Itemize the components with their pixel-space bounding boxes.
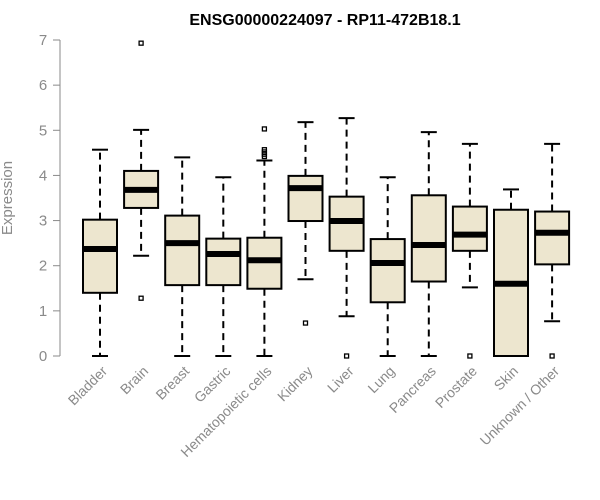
outlier-point (138, 40, 144, 46)
x-tick-label: Liver (324, 363, 357, 396)
x-tick-label: Brain (117, 363, 151, 397)
box-group (451, 142, 488, 359)
outlier-point (343, 353, 350, 359)
box-iqr (410, 194, 447, 283)
box-group (328, 117, 365, 359)
box-group (534, 142, 571, 359)
chart-title: ENSG00000224097 - RP11-472B18.1 (189, 12, 460, 29)
y-tick-label: 3 (39, 213, 47, 230)
x-tick-label: Breast (152, 363, 192, 403)
box-group (287, 121, 324, 326)
y-axis: 0 1 2 3 4 5 6 7 (39, 32, 61, 365)
outlier-point (549, 353, 555, 359)
box-group (82, 148, 118, 357)
y-tick-label: 0 (39, 348, 47, 365)
box-group (205, 176, 242, 357)
outlier-point (261, 126, 268, 132)
x-tick-label: Skin (491, 363, 522, 394)
box-group (164, 156, 201, 357)
box-iqr (205, 237, 242, 287)
y-tick-label: 6 (39, 77, 47, 94)
box-iqr (451, 205, 488, 252)
box-group (493, 188, 529, 357)
y-tick-label: 1 (39, 303, 47, 320)
outlier-point (302, 320, 309, 326)
box-group (410, 131, 447, 357)
outlier-point (467, 353, 473, 359)
x-tick-label: Lung (364, 363, 397, 396)
y-tick-label: 2 (39, 258, 47, 275)
outlier-point (261, 147, 268, 153)
y-tick-label: 4 (39, 167, 47, 184)
box-iqr (369, 238, 406, 304)
box-iqr (82, 218, 118, 294)
plot-area (82, 40, 571, 359)
x-tick-label: Bladder (65, 363, 111, 409)
y-tick-label: 7 (39, 32, 47, 49)
x-tick-label: Kidney (274, 363, 316, 405)
box-group (369, 176, 406, 357)
box-group (123, 40, 160, 301)
box-iqr (287, 174, 324, 223)
y-axis-label: Expression (0, 161, 16, 235)
outlier-point (138, 295, 144, 301)
x-tick-label: Prostate (432, 363, 480, 411)
box-iqr (164, 214, 201, 287)
box-iqr (534, 210, 571, 266)
y-tick-label: 5 (39, 122, 47, 139)
box-group (246, 126, 283, 357)
